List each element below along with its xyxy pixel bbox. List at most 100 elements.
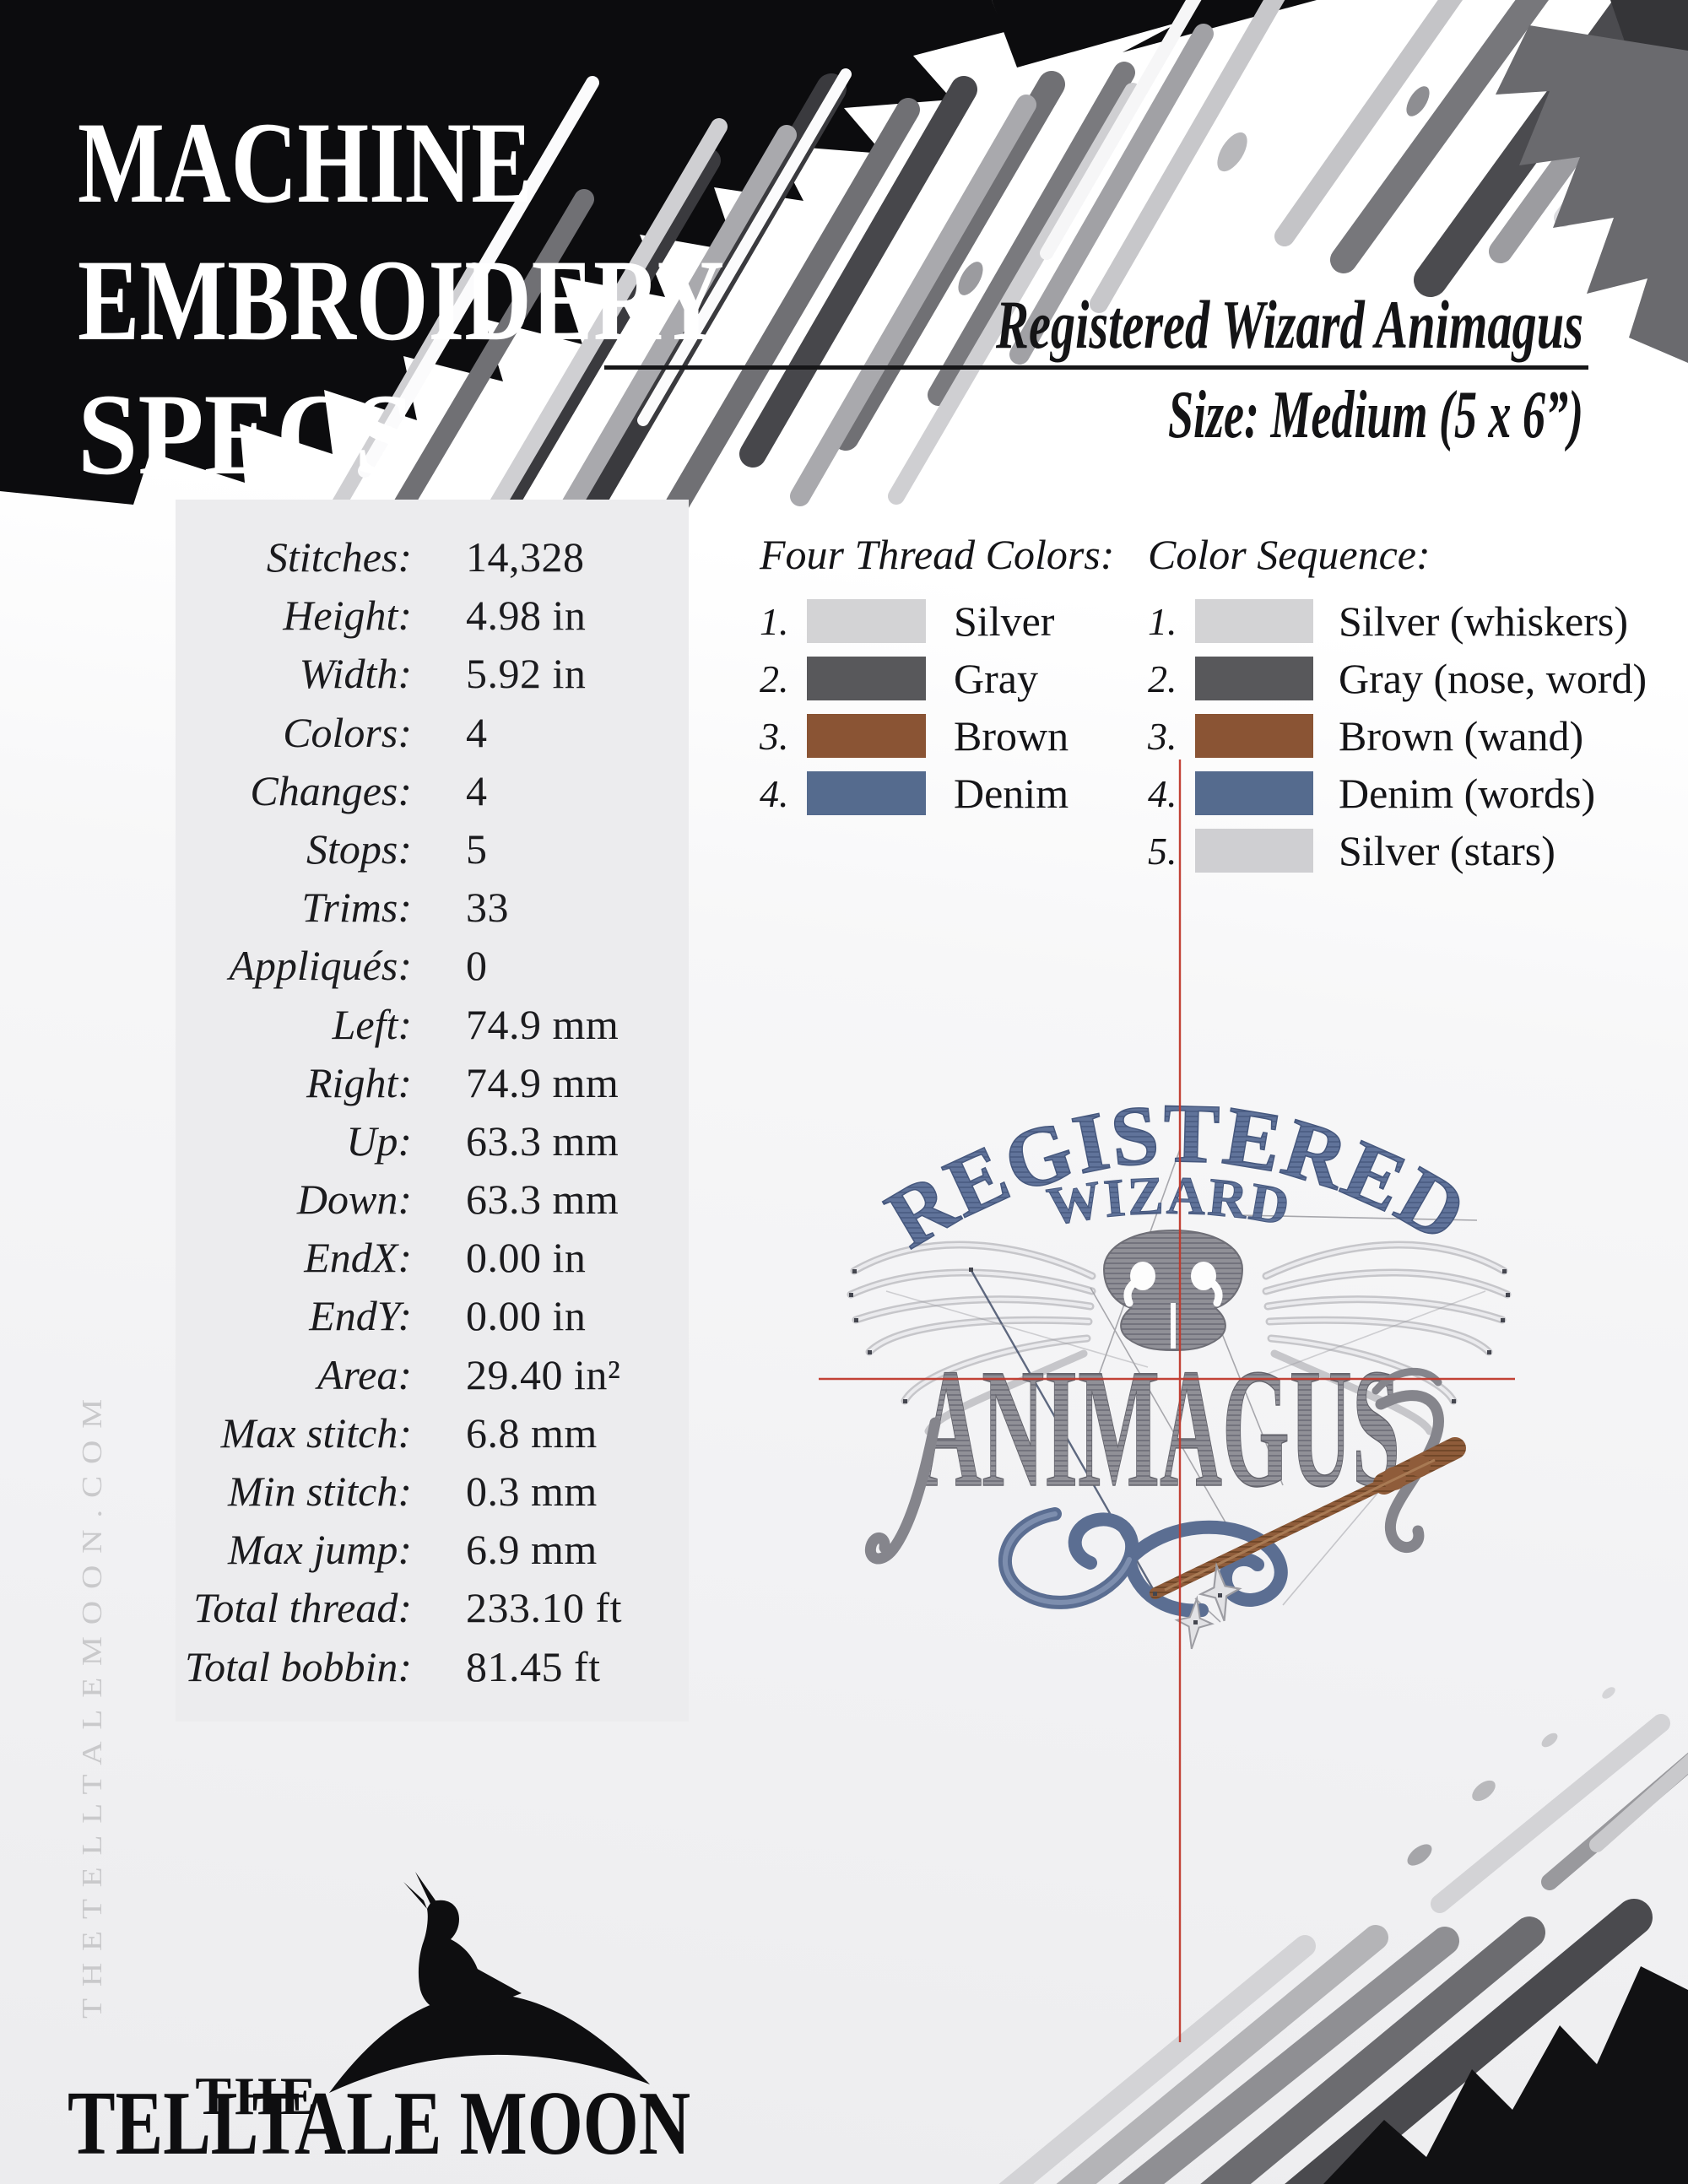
spec-value: 6.8 mm <box>466 1408 598 1457</box>
item-number: 3. <box>1148 714 1177 758</box>
color-name: Brown (wand) <box>1339 712 1584 760</box>
spec-row: Total thread: 233.10 ft <box>176 1579 689 1637</box>
animal-nose <box>1102 1229 1244 1352</box>
spec-value: 5 <box>466 824 488 873</box>
spec-label: EndY: <box>309 1292 412 1340</box>
s-curl <box>1372 1367 1442 1395</box>
thread-color-item: 2. Gray <box>760 650 1069 707</box>
spec-value: 33 <box>466 884 509 932</box>
nose-philtrum <box>1171 1303 1176 1349</box>
item-number: 1. <box>760 599 789 643</box>
spec-label: Height: <box>283 592 412 640</box>
color-swatch <box>807 771 926 815</box>
spec-value: 0.00 in <box>466 1234 587 1282</box>
spec-label: Total thread: <box>193 1584 412 1632</box>
spec-label: Width: <box>299 650 412 698</box>
spec-label: Max jump: <box>228 1526 412 1574</box>
color-swatch <box>807 714 926 758</box>
color-swatch <box>1195 599 1313 643</box>
item-number: 4. <box>760 771 789 815</box>
spec-row: Height: 4.98 in <box>176 587 689 645</box>
a-swash <box>864 1417 941 1565</box>
logo-name: TELLTALE MOON <box>68 2073 690 2174</box>
spec-row: Up: 63.3 mm <box>176 1112 689 1170</box>
spec-row: Total bobbin: 81.45 ft <box>176 1638 689 1696</box>
design-main-word: ANIMAGUS <box>864 1333 1444 1565</box>
item-number: 5. <box>1148 829 1177 873</box>
bottom-brush-art <box>998 1687 1688 2184</box>
color-swatch <box>807 599 926 643</box>
spec-value: 0 <box>466 942 488 990</box>
s-swirl <box>1375 1390 1444 1553</box>
spec-value: 0.3 mm <box>466 1468 598 1515</box>
item-number: 1. <box>1148 599 1177 643</box>
design-header: Registered Wizard Animagus Size: Medium … <box>604 286 1588 452</box>
sequence-item: 5. Silver (stars) <box>1148 822 1647 879</box>
spec-row: Right: 74.9 mm <box>176 1054 689 1112</box>
item-number: 3. <box>760 714 789 758</box>
masthead-line-3: SPECS <box>78 370 414 499</box>
color-swatch <box>1195 714 1313 758</box>
item-number: 2. <box>1148 657 1177 700</box>
color-name: Denim <box>954 770 1069 817</box>
stitch-markers <box>849 1268 1510 1624</box>
thread-colors-list: 1. Silver 2. Gray 3. Brown 4. Denim <box>760 592 1069 822</box>
color-swatch <box>1195 829 1313 873</box>
spec-label: Right: <box>306 1058 412 1106</box>
thread-colors-heading: Four Thread Colors: <box>760 531 1115 578</box>
color-sequence-list: 1. Silver (whiskers) 2. Gray (nose, word… <box>1148 592 1647 879</box>
spec-row: Colors: 4 <box>176 704 689 762</box>
spec-label: Appliqués: <box>229 942 412 990</box>
spec-label: Stops: <box>306 824 412 873</box>
spec-row: Min stitch: 0.3 mm <box>176 1462 689 1521</box>
color-sequence-heading: Color Sequence: <box>1148 531 1431 578</box>
spec-row: Changes: 4 <box>176 762 689 820</box>
color-name: Silver (stars) <box>1339 827 1555 874</box>
masthead-line-1: MACHINE <box>78 98 533 227</box>
spec-value: 74.9 mm <box>466 1058 619 1106</box>
design-name: Registered Wizard Animagus <box>995 286 1583 363</box>
spec-row: Stitches: 14,328 <box>176 528 689 587</box>
thread-color-item: 4. Denim <box>760 765 1069 822</box>
spec-value: 81.45 ft <box>466 1642 601 1690</box>
raven-icon <box>403 1872 522 2030</box>
website-url: THETELLTALEMOON.COM <box>77 1387 108 2019</box>
spec-row: Appliqués: 0 <box>176 937 689 995</box>
spec-value: 74.9 mm <box>466 1000 619 1048</box>
spec-value: 4 <box>466 766 488 814</box>
logo: THE TELLTALE MOON <box>68 1872 690 2174</box>
color-swatch <box>1195 657 1313 700</box>
design-preview: REGISTERED WIZARD ANIMAGUS <box>819 760 1515 2042</box>
spec-row: Width: 5.92 in <box>176 645 689 703</box>
spec-value: 4 <box>466 708 488 756</box>
masthead: MACHINE EMBROIDERY SPECS <box>78 98 724 499</box>
masthead-line-2: EMBROIDERY <box>78 235 724 365</box>
wand <box>1150 1437 1466 1599</box>
spec-label: Area: <box>317 1350 412 1398</box>
color-name: Denim (words) <box>1339 770 1596 817</box>
spec-label: Up: <box>346 1116 412 1165</box>
crosshair <box>819 760 1515 2042</box>
item-number: 2. <box>760 657 789 700</box>
spec-value: 233.10 ft <box>466 1584 623 1632</box>
color-name: Brown <box>954 712 1069 760</box>
color-name: Gray (nose, word) <box>1339 655 1647 702</box>
spec-label: Colors: <box>283 708 412 756</box>
sequence-item: 1. Silver (whiskers) <box>1148 592 1647 650</box>
whiskers <box>847 1241 1512 1435</box>
thread-color-item: 1. Silver <box>760 592 1069 650</box>
spec-row: Max jump: 6.9 mm <box>176 1521 689 1579</box>
sequence-item: 2. Gray (nose, word) <box>1148 650 1647 707</box>
spec-label: Total bobbin: <box>184 1642 412 1690</box>
spec-row: Down: 63.3 mm <box>176 1170 689 1229</box>
spec-label: Left: <box>332 1000 412 1048</box>
header-rule <box>604 365 1588 370</box>
spec-row: EndX: 0.00 in <box>176 1229 689 1287</box>
logo-prefix: THE <box>195 2066 319 2126</box>
spec-row: Trims: 33 <box>176 878 689 937</box>
design-sub-text: WIZARD <box>1043 1165 1296 1237</box>
spec-value: 6.9 mm <box>466 1526 598 1574</box>
item-number: 4. <box>1148 771 1177 815</box>
